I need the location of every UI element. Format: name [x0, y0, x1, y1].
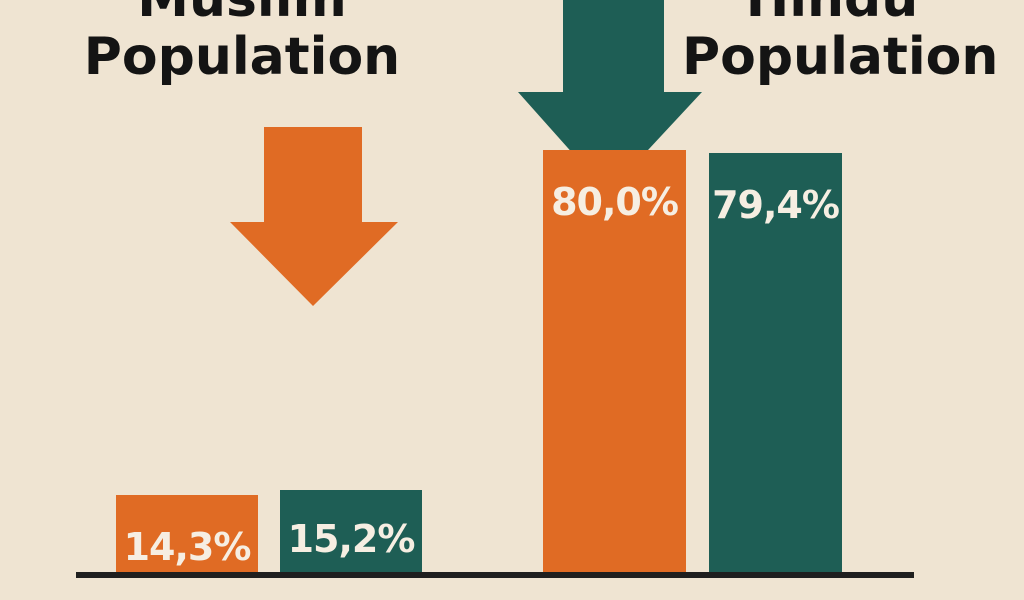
x-axis-baseline: [76, 572, 914, 578]
muslim-bar-orange-value-label: 14,3%: [123, 525, 252, 570]
hindu-bar-teal-value-label: 79,4%: [712, 183, 840, 228]
muslim-population-title: Muslim Population: [82, 0, 402, 86]
muslim-bar-orange: 14,3%: [116, 495, 258, 574]
hindu-bar-orange-value-label: 80,0%: [551, 180, 679, 225]
hindu-down-arrow-icon: [518, 0, 702, 193]
muslim-title-line-1: Muslim: [82, 0, 402, 28]
muslim-title-line-2: Population: [83, 27, 401, 87]
muslim-bar-teal: 15,2%: [280, 490, 422, 574]
hindu-title-line-1: Hindu: [682, 0, 982, 28]
hindu-population-title: Hindu Population: [682, 0, 999, 87]
hindu-bar-orange: 80,0%: [543, 150, 686, 574]
hindu-title-line-2: Population: [682, 27, 999, 87]
muslim-down-arrow-icon: [230, 127, 398, 306]
muslim-bar-teal-value-label: 15,2%: [287, 517, 416, 562]
hindu-bar-teal: 79,4%: [709, 153, 842, 574]
